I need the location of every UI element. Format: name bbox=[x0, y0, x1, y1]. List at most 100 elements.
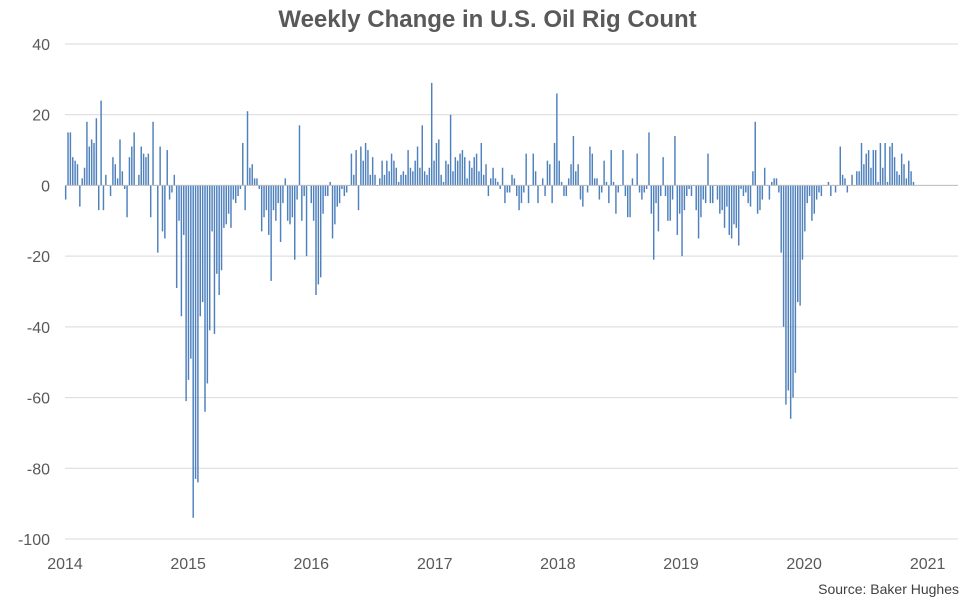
bar bbox=[461, 150, 464, 186]
bar bbox=[794, 185, 797, 373]
bar bbox=[508, 185, 511, 193]
bar bbox=[223, 185, 225, 228]
bar bbox=[704, 185, 707, 204]
bar bbox=[707, 153, 709, 186]
bar bbox=[733, 185, 735, 225]
bar bbox=[856, 171, 858, 186]
bar bbox=[112, 157, 114, 186]
bar bbox=[459, 153, 461, 186]
bar bbox=[421, 125, 423, 186]
bar bbox=[355, 150, 357, 186]
bar bbox=[471, 167, 473, 186]
bar bbox=[700, 185, 702, 218]
bar bbox=[697, 185, 700, 239]
bar bbox=[553, 143, 556, 186]
bar bbox=[858, 171, 860, 186]
bar bbox=[839, 146, 841, 186]
bar bbox=[464, 157, 466, 186]
bar bbox=[419, 167, 421, 186]
bar bbox=[81, 178, 83, 186]
bar bbox=[834, 185, 837, 193]
bar bbox=[405, 174, 407, 186]
bar bbox=[199, 185, 202, 317]
bar bbox=[369, 174, 372, 186]
bar bbox=[534, 171, 537, 186]
bar bbox=[908, 160, 910, 186]
bar bbox=[327, 185, 329, 197]
bar bbox=[364, 143, 367, 186]
bar bbox=[194, 185, 197, 479]
bar bbox=[334, 185, 336, 225]
bar bbox=[74, 160, 76, 186]
bar bbox=[79, 185, 81, 207]
bar bbox=[886, 181, 889, 186]
bar bbox=[329, 181, 331, 186]
bar bbox=[893, 157, 896, 186]
bar bbox=[756, 185, 759, 214]
bar bbox=[454, 157, 457, 186]
bar bbox=[400, 174, 402, 186]
bar bbox=[874, 150, 877, 186]
bar bbox=[478, 171, 480, 186]
bar bbox=[804, 185, 806, 232]
bar bbox=[409, 167, 412, 186]
bar bbox=[778, 185, 780, 193]
bar bbox=[667, 185, 669, 221]
bar bbox=[516, 185, 518, 197]
bar bbox=[298, 125, 301, 186]
bar bbox=[518, 185, 520, 211]
bar bbox=[95, 118, 98, 186]
bar bbox=[260, 185, 263, 232]
bar bbox=[206, 185, 209, 384]
bar bbox=[877, 181, 879, 186]
bar bbox=[525, 153, 527, 186]
bar bbox=[216, 185, 218, 274]
bar bbox=[844, 178, 846, 186]
bar bbox=[520, 185, 523, 204]
bar bbox=[456, 160, 459, 186]
bar bbox=[371, 157, 374, 186]
bar bbox=[305, 185, 308, 257]
bar bbox=[263, 185, 265, 218]
bar bbox=[572, 135, 575, 186]
bar bbox=[579, 185, 582, 200]
bar bbox=[440, 174, 442, 186]
bar bbox=[631, 178, 634, 186]
bar bbox=[690, 185, 693, 197]
bar bbox=[740, 185, 742, 189]
bar bbox=[815, 185, 818, 200]
bar bbox=[827, 181, 830, 186]
bar bbox=[898, 174, 901, 186]
chart-title: Weekly Change in U.S. Oil Rig Count bbox=[278, 6, 697, 33]
bar bbox=[128, 157, 131, 186]
bar bbox=[882, 167, 884, 186]
bar bbox=[482, 174, 485, 186]
bar bbox=[556, 93, 558, 186]
bar bbox=[159, 146, 161, 186]
bar bbox=[867, 150, 870, 186]
axes: 40 20 0 -20 -40 -60 -80 -100 2014 2015 2016 2017 201… bbox=[18, 37, 958, 573]
bar bbox=[577, 164, 579, 186]
bar bbox=[213, 185, 216, 334]
bar bbox=[138, 174, 140, 186]
bar bbox=[473, 157, 475, 186]
bar bbox=[846, 185, 849, 193]
bar bbox=[589, 146, 591, 186]
bar bbox=[435, 143, 438, 186]
bar bbox=[83, 167, 86, 186]
bar bbox=[227, 185, 230, 214]
bar bbox=[93, 143, 95, 186]
bar bbox=[695, 185, 697, 211]
bar bbox=[763, 167, 766, 186]
bar bbox=[622, 150, 624, 186]
bar bbox=[671, 185, 674, 200]
bar bbox=[780, 185, 782, 253]
bar bbox=[745, 185, 747, 193]
bar bbox=[851, 174, 853, 186]
bar bbox=[608, 185, 610, 204]
bar bbox=[121, 171, 124, 186]
bar bbox=[414, 160, 416, 186]
bar bbox=[797, 185, 799, 303]
bar bbox=[655, 185, 657, 204]
bar bbox=[161, 185, 164, 232]
